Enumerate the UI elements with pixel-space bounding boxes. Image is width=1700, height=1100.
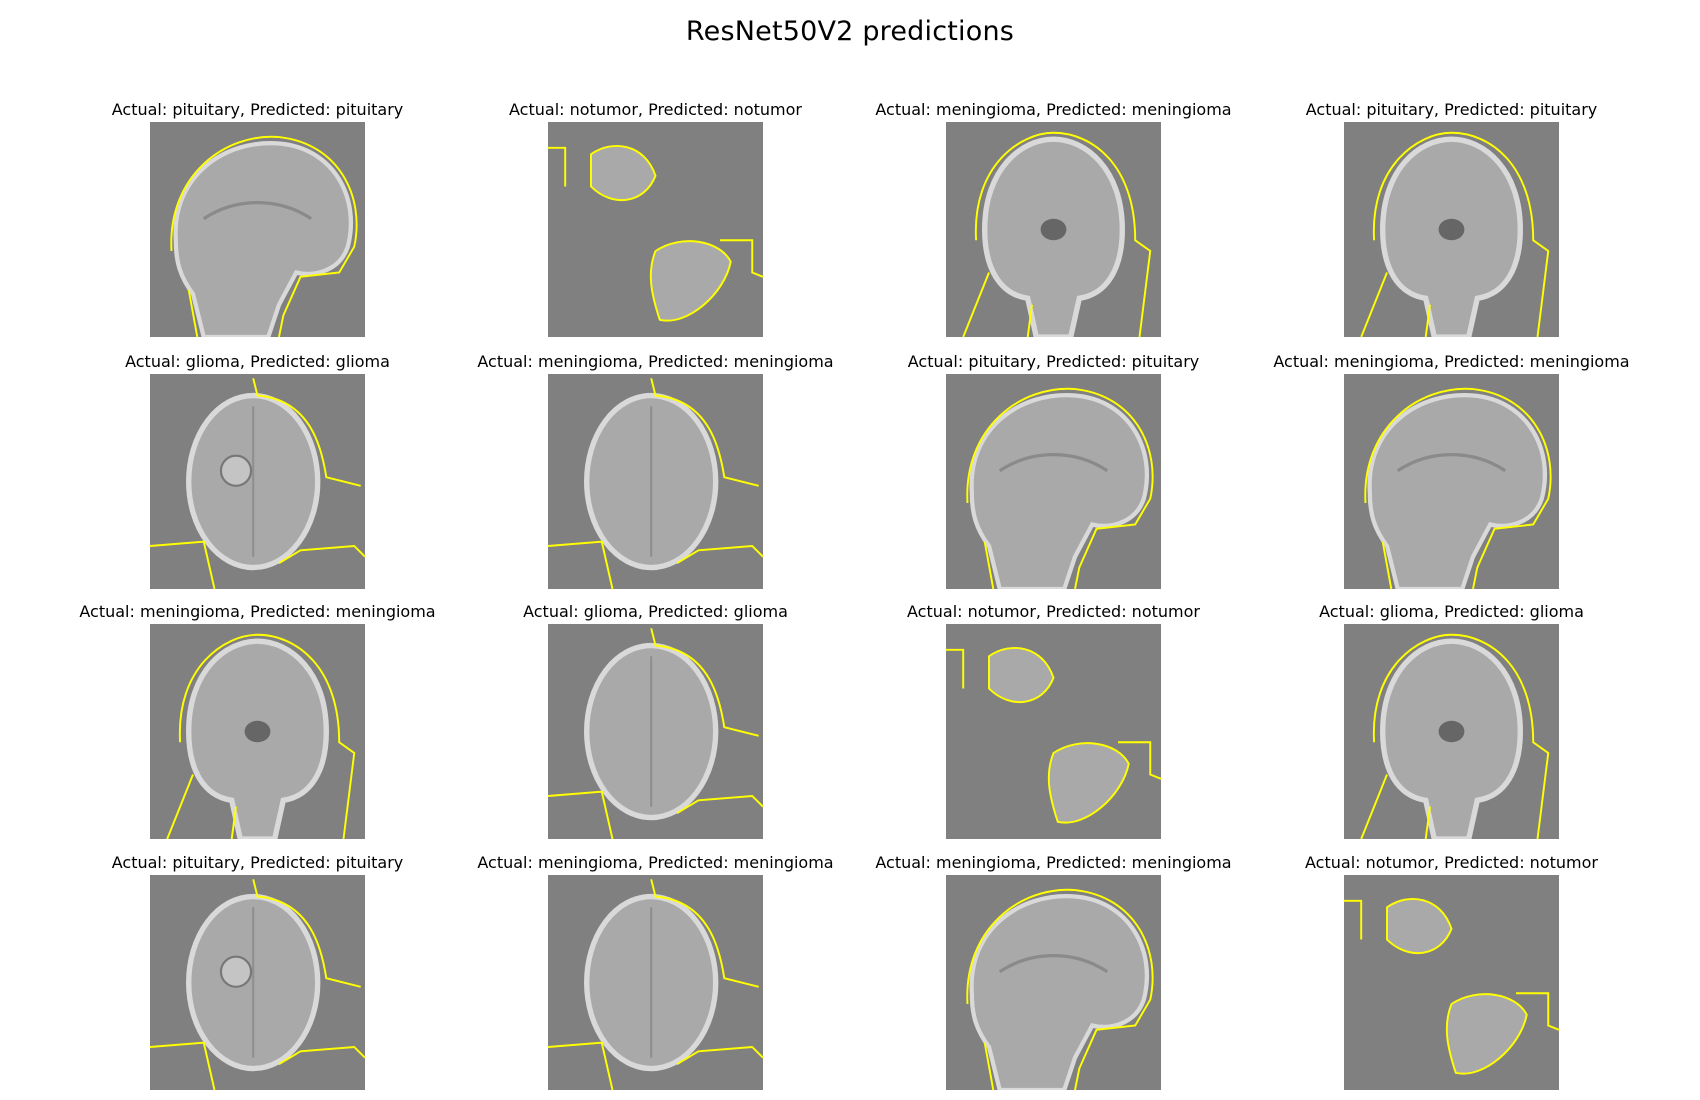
mri-image — [1344, 122, 1559, 337]
panel-title: Actual: meningioma, Predicted: meningiom… — [477, 853, 834, 872]
mri-image — [946, 374, 1161, 589]
mri-image — [946, 875, 1161, 1090]
panel-title: Actual: pituitary, Predicted: pituitary — [1305, 100, 1598, 119]
fragments-icon — [946, 624, 1161, 839]
axial-head-icon — [150, 374, 365, 589]
mri-image — [150, 122, 365, 337]
sagittal-head-icon — [1344, 374, 1559, 589]
fragments-icon — [548, 122, 763, 337]
mri-image — [946, 624, 1161, 839]
mri-image — [548, 875, 763, 1090]
coronal-head-icon — [1344, 624, 1559, 839]
fragments-icon — [1344, 875, 1559, 1090]
coronal-head-icon — [150, 624, 365, 839]
panel-title: Actual: glioma, Predicted: glioma — [523, 602, 788, 621]
panel-title: Actual: glioma, Predicted: glioma — [1319, 602, 1584, 621]
sagittal-head-icon — [946, 374, 1161, 589]
mri-image — [150, 624, 365, 839]
panel-title: Actual: pituitary, Predicted: pituitary — [907, 352, 1200, 371]
mri-image — [150, 875, 365, 1090]
mri-image — [548, 624, 763, 839]
axial-head-icon — [150, 875, 365, 1090]
axial-head-icon — [548, 624, 763, 839]
coronal-head-icon — [946, 122, 1161, 337]
panel-title: Actual: pituitary, Predicted: pituitary — [111, 853, 404, 872]
mri-image — [1344, 875, 1559, 1090]
mri-image — [1344, 624, 1559, 839]
mri-image — [150, 374, 365, 589]
panel-title: Actual: meningioma, Predicted: meningiom… — [875, 853, 1232, 872]
mri-image — [548, 374, 763, 589]
panel-title: Actual: notumor, Predicted: notumor — [907, 602, 1200, 621]
sagittal-head-icon — [150, 122, 365, 337]
panel-title: Actual: meningioma, Predicted: meningiom… — [875, 100, 1232, 119]
panel-title: Actual: glioma, Predicted: glioma — [125, 352, 390, 371]
panel-title: Actual: pituitary, Predicted: pituitary — [111, 100, 404, 119]
panel-title: Actual: meningioma, Predicted: meningiom… — [477, 352, 834, 371]
sagittal-head-icon — [946, 875, 1161, 1090]
coronal-head-icon — [1344, 122, 1559, 337]
figure-title: ResNet50V2 predictions — [685, 16, 1015, 47]
panel-title: Actual: meningioma, Predicted: meningiom… — [1273, 352, 1630, 371]
axial-head-icon — [548, 374, 763, 589]
mri-image — [1344, 374, 1559, 589]
panel-title: Actual: notumor, Predicted: notumor — [1305, 853, 1598, 872]
axial-head-icon — [548, 875, 763, 1090]
panel-title: Actual: notumor, Predicted: notumor — [509, 100, 802, 119]
mri-image — [548, 122, 763, 337]
panel-title: Actual: meningioma, Predicted: meningiom… — [79, 602, 436, 621]
mri-image — [946, 122, 1161, 337]
